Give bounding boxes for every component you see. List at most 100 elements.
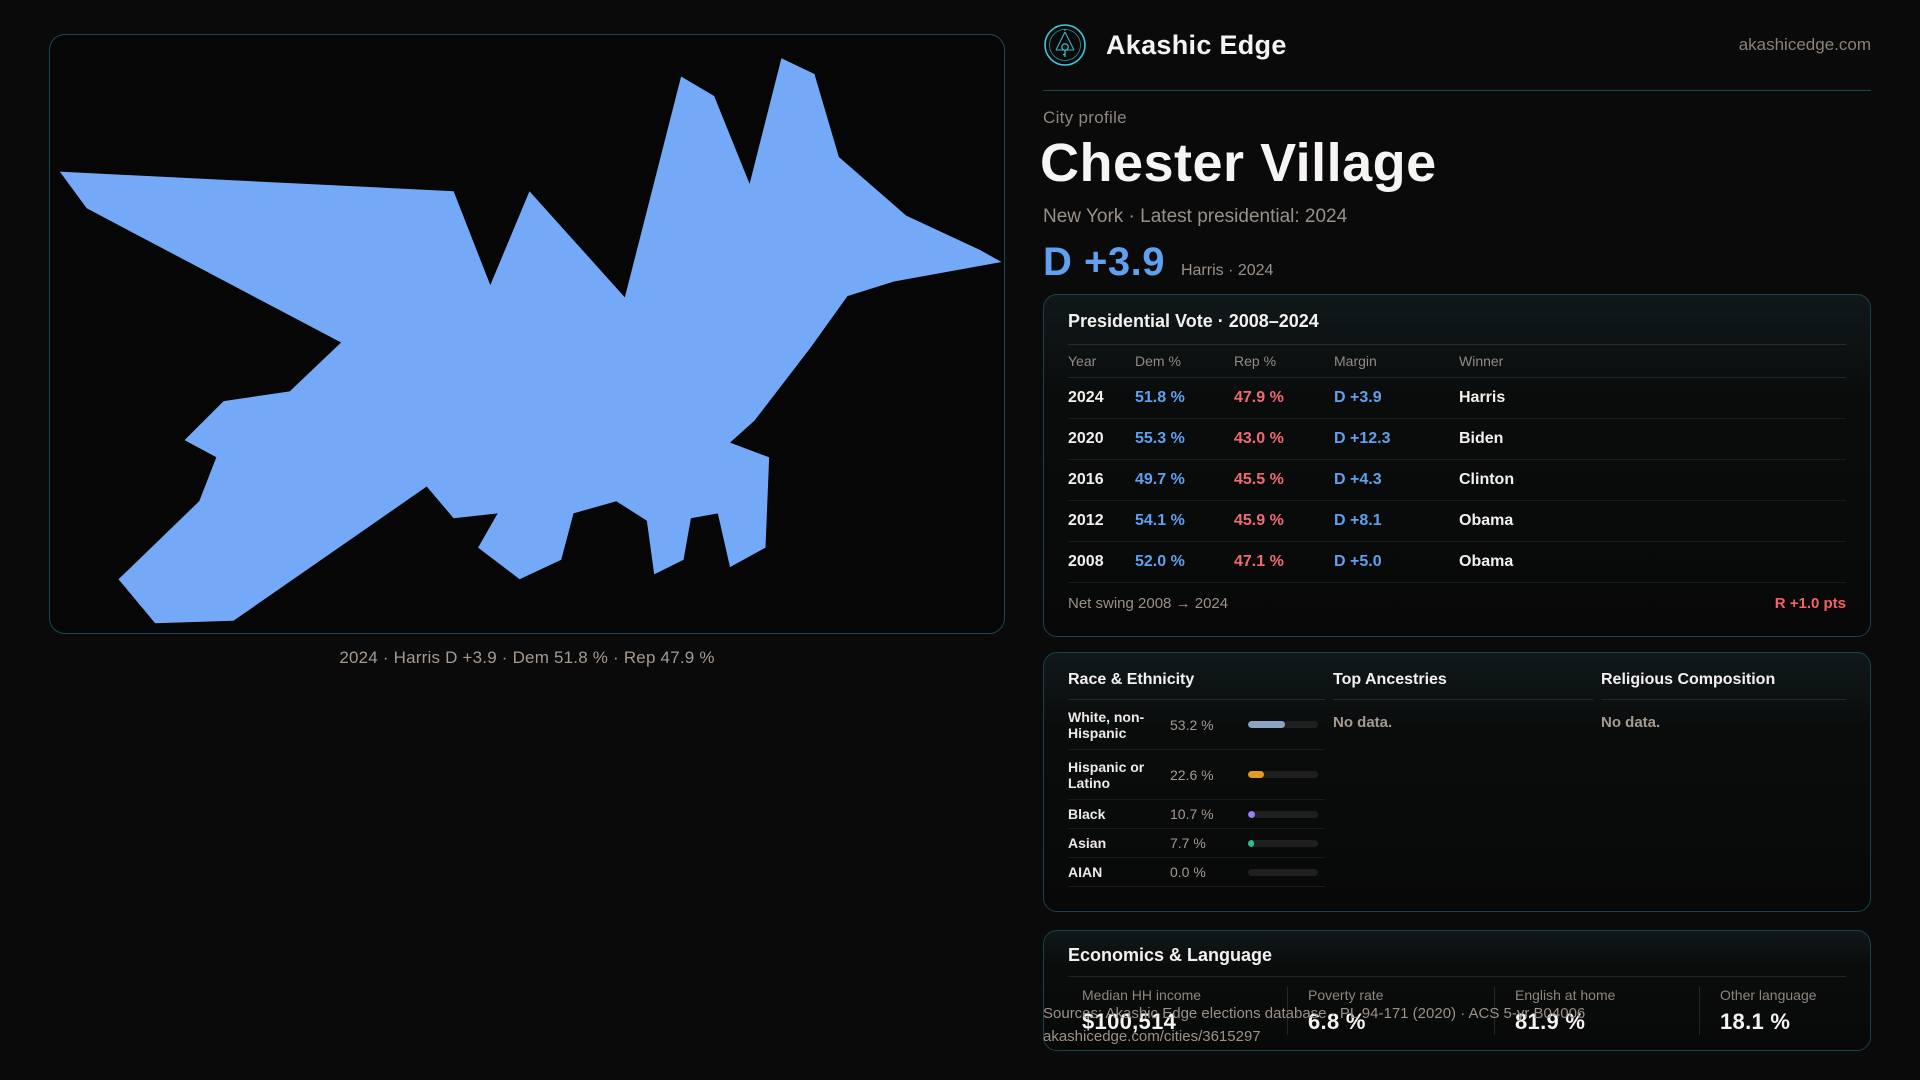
site-header: Akashic Edge akashicedge.com [1043, 0, 1871, 91]
cell-dem: 52.0 % [1135, 553, 1185, 570]
race-bar [1248, 771, 1318, 778]
cell-winner: Biden [1459, 430, 1504, 447]
stat-value: 6.8 % [1308, 1009, 1366, 1034]
cell-year: 2016 [1068, 471, 1104, 488]
race-label: Black [1068, 806, 1106, 822]
permalink-line[interactable]: akashicedge.com/cities/3615297 [1043, 1028, 1261, 1045]
cell-winner: Harris [1459, 389, 1506, 406]
col-header-rep: Rep % [1234, 353, 1277, 369]
stat-english-at-home: English at home 81.9 % [1494, 987, 1699, 1035]
cell-year: 2024 [1068, 389, 1104, 406]
race-row: Asian 7.7 % [1068, 829, 1325, 858]
table-row: 2024 51.8 % 47.9 % D +3.9 Harris [1068, 378, 1846, 419]
presidential-vote-card: Presidential Vote · 2008–2024 Year Dem %… [1043, 294, 1871, 637]
cell-margin: D +3.9 [1334, 389, 1382, 406]
latest-margin: D +3.9 Harris · 2024 [1043, 240, 1273, 285]
cell-winner: Clinton [1459, 471, 1515, 488]
table-header-row: Year Dem % Rep % Margin Winner [1068, 345, 1846, 378]
race-value: 53.2 % [1170, 716, 1214, 733]
stat-median-hh-income: Median HH income $100,514 [1068, 987, 1287, 1035]
cell-dem: 55.3 % [1135, 430, 1185, 447]
col-header-dem: Dem % [1135, 353, 1181, 369]
stat-poverty-rate: Poverty rate 6.8 % [1287, 987, 1494, 1035]
race-bar-fill [1248, 839, 1254, 847]
cell-dem: 49.7 % [1135, 471, 1185, 488]
cell-rep: 43.0 % [1234, 430, 1284, 447]
brand-name: Akashic Edge [1106, 29, 1287, 60]
col-header-margin: Margin [1334, 353, 1377, 369]
religion-section-title: Religious Composition [1601, 653, 1846, 700]
religion-no-data: No data. [1601, 714, 1661, 731]
race-bar-fill [1248, 771, 1264, 778]
race-bar [1248, 721, 1318, 728]
cell-rep: 47.9 % [1234, 389, 1284, 406]
net-swing-label: Net swing 2008 → 2024 [1068, 595, 1229, 612]
race-row: Black 10.7 % [1068, 800, 1325, 829]
table-row: 2012 54.1 % 45.9 % D +8.1 Obama [1068, 501, 1846, 542]
col-header-year: Year [1068, 353, 1097, 369]
stat-label: Other language [1720, 987, 1817, 1003]
cell-dem: 51.8 % [1135, 389, 1185, 406]
ancestries-section-title: Top Ancestries [1333, 653, 1593, 700]
race-bar [1248, 868, 1318, 876]
cell-dem: 54.1 % [1135, 512, 1185, 529]
cell-year: 2008 [1068, 553, 1104, 570]
stat-value: 81.9 % [1515, 1009, 1586, 1034]
city-boundary-polygon [59, 58, 1002, 624]
cell-winner: Obama [1459, 512, 1514, 529]
race-bar-fill [1248, 810, 1256, 818]
stat-other-language: Other language 18.1 % [1699, 987, 1846, 1035]
city-meta: New York · Latest presidential: 2024 [1043, 206, 1348, 227]
margin-caption: Harris · 2024 [1180, 262, 1274, 279]
race-bar [1248, 839, 1318, 847]
race-label: Hispanic or Latino [1068, 758, 1145, 791]
cell-rep: 45.5 % [1234, 471, 1284, 488]
net-swing-value: R +1.0 pts [1774, 595, 1846, 612]
race-label: White, non-Hispanic [1068, 708, 1145, 741]
akashic-edge-logo-icon [1044, 24, 1086, 66]
economics-card-title: Economics & Language [1068, 931, 1846, 977]
city-shape-map [49, 34, 1005, 634]
race-label: Asian [1068, 835, 1107, 851]
sources-footer: Sources: Akashic Edge elections database… [1043, 1002, 1585, 1048]
cell-rep: 45.9 % [1234, 512, 1284, 529]
page-title: Chester Village [1040, 133, 1437, 193]
cell-margin: D +5.0 [1334, 553, 1382, 570]
ancestries-no-data: No data. [1333, 714, 1393, 731]
net-swing-row: Net swing 2008 → 2024 R +1.0 pts [1068, 583, 1846, 624]
stat-label: Median HH income [1082, 987, 1202, 1003]
stat-label: Poverty rate [1308, 987, 1384, 1003]
race-value: 22.6 % [1170, 766, 1214, 783]
cell-year: 2020 [1068, 430, 1104, 447]
cell-rep: 47.1 % [1234, 553, 1284, 570]
table-row: 2008 52.0 % 47.1 % D +5.0 Obama [1068, 542, 1846, 583]
race-bar [1248, 810, 1318, 818]
presidential-card-title: Presidential Vote · 2008–2024 [1068, 295, 1846, 345]
map-caption: 2024 · Harris D +3.9 · Dem 51.8 % · Rep … [339, 648, 715, 667]
stat-label: English at home [1515, 987, 1616, 1003]
cell-margin: D +8.1 [1334, 512, 1382, 529]
city-boundary-svg [59, 58, 1002, 624]
cell-margin: D +4.3 [1334, 471, 1382, 488]
cell-winner: Obama [1459, 553, 1514, 570]
race-section-title: Race & Ethnicity [1068, 653, 1325, 700]
margin-value: D +3.9 [1043, 240, 1165, 284]
economics-stats: Median HH income $100,514 Poverty rate 6… [1068, 987, 1846, 1035]
brand-domain-link[interactable]: akashicedge.com [1738, 35, 1871, 54]
sources-line: Sources: Akashic Edge elections database… [1043, 1005, 1586, 1022]
religious-composition-section: Religious Composition No data. [1601, 653, 1846, 887]
table-row: 2016 49.7 % 45.5 % D +4.3 Clinton [1068, 460, 1846, 501]
col-header-winner: Winner [1459, 353, 1504, 369]
race-row: White, non-Hispanic 53.2 % [1068, 700, 1325, 750]
top-ancestries-section: Top Ancestries No data. [1333, 653, 1593, 887]
cell-margin: D +12.3 [1334, 430, 1391, 447]
stat-value: $100,514 [1082, 1009, 1177, 1034]
race-ethnicity-section: Race & Ethnicity White, non-Hispanic 53.… [1068, 653, 1325, 887]
race-value: 10.7 % [1170, 806, 1214, 822]
demographics-card: Race & Ethnicity White, non-Hispanic 53.… [1043, 652, 1871, 912]
race-label: AIAN [1068, 864, 1103, 880]
race-value: 0.0 % [1170, 864, 1206, 880]
race-row: Hispanic or Latino 22.6 % [1068, 750, 1325, 800]
race-value: 7.7 % [1170, 835, 1206, 851]
race-bar-fill [1248, 721, 1286, 728]
